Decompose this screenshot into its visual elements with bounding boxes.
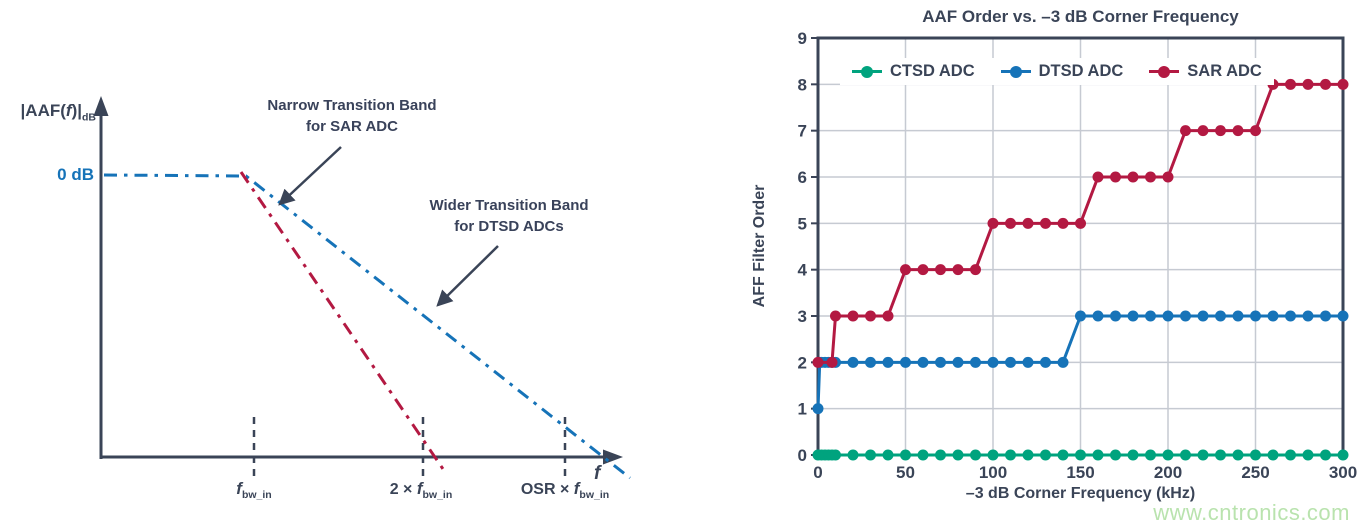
y-label-sub: dB <box>82 111 96 124</box>
svg-text:0: 0 <box>813 463 822 482</box>
svg-text:3: 3 <box>798 307 807 326</box>
tick-label-fbw: fbw_in <box>236 479 272 502</box>
svg-text:9: 9 <box>798 29 807 48</box>
left-y-axis-label: |AAF(f)|dB <box>4 101 96 123</box>
wider-band-annotation: Wider Transition Band for DTSD ADCs <box>429 197 589 235</box>
svg-text:200: 200 <box>1154 463 1182 482</box>
transition-band-diagram <box>93 96 631 481</box>
tick-label-2xfbw: 2 × fbw_in <box>389 479 453 502</box>
chart-y-axis-title: AFF Filter Order <box>751 184 768 308</box>
left-y-axis-arrowhead <box>93 96 109 116</box>
svg-text:250: 250 <box>1241 463 1269 482</box>
series-ctsd-adc <box>812 449 1349 461</box>
svg-text:50: 50 <box>896 463 915 482</box>
y-label-f: f <box>65 101 72 120</box>
series-sar-adc <box>812 78 1349 368</box>
narrow-band-arrow <box>278 146 342 206</box>
chart-gridlines <box>818 38 1343 455</box>
tick-label-osrxfbw: OSR × fbw_in <box>520 479 610 502</box>
legend-item-sar-adc: SAR ADC <box>1149 62 1262 81</box>
axis-tick-labels: 0 1 2 3 4 5 6 7 8 9 0 50 100 150 200 250 300 <box>798 29 1358 482</box>
watermark: www.cntronics.com <box>1153 500 1350 525</box>
zero-db-label: 0 dB <box>57 165 94 184</box>
chart-x-axis-title: –3 dB Corner Frequency (kHz) <box>965 485 1196 502</box>
svg-text:0: 0 <box>798 446 807 465</box>
ctsd-legend-marker-icon <box>852 65 882 78</box>
left-x-axis-label: f <box>594 463 601 484</box>
svg-text:100: 100 <box>979 463 1007 482</box>
svg-text:4: 4 <box>798 261 808 280</box>
chart-title: AAF Order vs. –3 dB Corner Frequency <box>922 7 1239 26</box>
aaf-order-chart: 0 1 2 3 4 5 6 7 8 9 0 50 100 150 200 250 300 <box>798 29 1358 482</box>
svg-text:6: 6 <box>798 168 807 187</box>
legend-item-dtsd-adc: DTSD ADC <box>1000 62 1123 81</box>
sar-legend-marker-icon <box>1149 65 1180 78</box>
wider-band-arrow <box>436 245 499 307</box>
y-label-pre: |AAF( <box>20 101 66 120</box>
svg-text:5: 5 <box>798 214 807 233</box>
svg-text:8: 8 <box>798 75 807 94</box>
y-label-post: )| <box>71 101 82 120</box>
legend-item-ctsd-adc: CTSD ADC <box>852 62 975 81</box>
svg-text:150: 150 <box>1066 463 1094 482</box>
dtsd-response-curve <box>103 173 631 480</box>
narrow-band-annotation: Narrow Transition Band for SAR ADC <box>267 97 437 135</box>
svg-text:1: 1 <box>798 400 807 419</box>
dtsd-legend-marker-icon <box>1000 65 1031 78</box>
svg-text:7: 7 <box>798 122 807 141</box>
svg-text:300: 300 <box>1329 463 1357 482</box>
chart-legend: CTSD ADC DTSD ADC SAR ADC <box>840 58 1274 85</box>
svg-text:2: 2 <box>798 353 807 372</box>
frequency-marker-ticks <box>252 417 567 481</box>
